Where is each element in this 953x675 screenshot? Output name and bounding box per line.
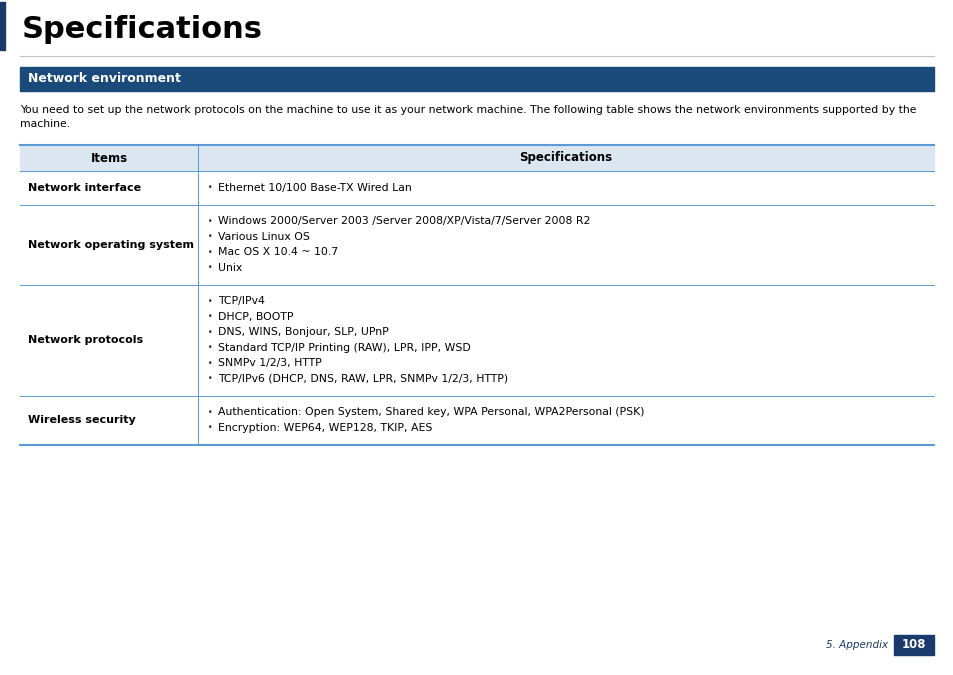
Text: •: • [208,408,213,416]
Text: Specifications: Specifications [22,15,263,44]
Bar [20,67,933,91]
Text: DNS, WINS, Bonjour, SLP, UPnP: DNS, WINS, Bonjour, SLP, UPnP [218,327,388,338]
Text: •: • [208,248,213,256]
Bar [893,635,933,655]
Text: Windows 2000/Server 2003 /Server 2008/XP/Vista/7/Server 2008 R2: Windows 2000/Server 2003 /Server 2008/XP… [218,216,590,226]
Text: Network interface: Network interface [28,183,141,193]
Text: Wireless security: Wireless security [28,415,135,425]
Text: •: • [208,374,213,383]
Text: TCP/IPv6 (DHCP, DNS, RAW, LPR, SNMPv 1/2/3, HTTP): TCP/IPv6 (DHCP, DNS, RAW, LPR, SNMPv 1/2… [218,374,508,384]
Text: Items: Items [91,151,128,165]
Text: Various Linux OS: Various Linux OS [218,232,310,242]
Text: Encryption: WEP64, WEP128, TKIP, AES: Encryption: WEP64, WEP128, TKIP, AES [218,423,432,433]
Text: •: • [208,232,213,241]
Text: •: • [208,313,213,321]
Text: 108: 108 [901,639,925,651]
Bar [0,2,5,50]
Text: machine.: machine. [20,119,71,129]
Text: Ethernet 10/100 Base-TX Wired Lan: Ethernet 10/100 Base-TX Wired Lan [218,183,412,193]
Text: 5. Appendix: 5. Appendix [825,640,887,650]
Text: Unix: Unix [218,263,242,273]
Bar [20,145,933,171]
Text: •: • [208,263,213,272]
Text: •: • [208,423,213,432]
Text: You need to set up the network protocols on the machine to use it as your networ: You need to set up the network protocols… [20,105,916,115]
Text: TCP/IPv4: TCP/IPv4 [218,296,265,306]
Text: Network operating system: Network operating system [28,240,193,250]
Text: Network protocols: Network protocols [28,335,143,345]
Text: •: • [208,344,213,352]
Text: Specifications: Specifications [518,151,612,165]
Text: •: • [208,358,213,368]
Text: Authentication: Open System, Shared key, WPA Personal, WPA2Personal (PSK): Authentication: Open System, Shared key,… [218,407,644,417]
Text: •: • [208,328,213,337]
Text: •: • [208,297,213,306]
Text: Mac OS X 10.4 ~ 10.7: Mac OS X 10.4 ~ 10.7 [218,247,337,257]
Text: Network environment: Network environment [28,72,181,86]
Text: DHCP, BOOTP: DHCP, BOOTP [218,312,294,322]
Text: •: • [208,183,213,192]
Text: SNMPv 1/2/3, HTTP: SNMPv 1/2/3, HTTP [218,358,321,369]
Text: Standard TCP/IP Printing (RAW), LPR, IPP, WSD: Standard TCP/IP Printing (RAW), LPR, IPP… [218,343,470,353]
Text: •: • [208,217,213,225]
